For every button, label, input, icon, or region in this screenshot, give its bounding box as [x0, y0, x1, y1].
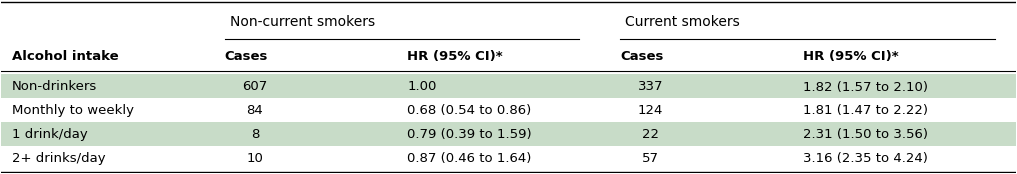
Text: 0.68 (0.54 to 0.86): 0.68 (0.54 to 0.86) — [407, 104, 531, 117]
FancyBboxPatch shape — [1, 98, 1016, 124]
Text: Non-drinkers: Non-drinkers — [11, 81, 97, 93]
FancyBboxPatch shape — [1, 146, 1016, 172]
Text: 1.82 (1.57 to 2.10): 1.82 (1.57 to 2.10) — [802, 81, 928, 93]
Text: Alcohol intake: Alcohol intake — [11, 50, 118, 63]
Text: Cases: Cases — [225, 50, 267, 63]
Text: 337: 337 — [638, 81, 663, 93]
Text: 22: 22 — [642, 128, 659, 141]
Text: 10: 10 — [246, 152, 263, 165]
Text: 124: 124 — [638, 104, 663, 117]
Text: Non-current smokers: Non-current smokers — [230, 15, 374, 29]
FancyBboxPatch shape — [1, 122, 1016, 148]
Text: Cases: Cases — [620, 50, 663, 63]
Text: 57: 57 — [642, 152, 659, 165]
Text: 2.31 (1.50 to 3.56): 2.31 (1.50 to 3.56) — [802, 128, 928, 141]
Text: 84: 84 — [246, 104, 263, 117]
Text: Current smokers: Current smokers — [625, 15, 740, 29]
Text: 8: 8 — [251, 128, 259, 141]
Text: HR (95% CI)*: HR (95% CI)* — [802, 50, 898, 63]
Text: 1.81 (1.47 to 2.22): 1.81 (1.47 to 2.22) — [802, 104, 928, 117]
FancyBboxPatch shape — [1, 74, 1016, 100]
Text: 1.00: 1.00 — [407, 81, 436, 93]
Text: 0.79 (0.39 to 1.59): 0.79 (0.39 to 1.59) — [407, 128, 532, 141]
Text: Monthly to weekly: Monthly to weekly — [11, 104, 133, 117]
Text: 0.87 (0.46 to 1.64): 0.87 (0.46 to 1.64) — [407, 152, 532, 165]
Text: 3.16 (2.35 to 4.24): 3.16 (2.35 to 4.24) — [802, 152, 928, 165]
Text: HR (95% CI)*: HR (95% CI)* — [407, 50, 502, 63]
Text: 1 drink/day: 1 drink/day — [11, 128, 87, 141]
Text: 2+ drinks/day: 2+ drinks/day — [11, 152, 105, 165]
Text: 607: 607 — [242, 81, 267, 93]
